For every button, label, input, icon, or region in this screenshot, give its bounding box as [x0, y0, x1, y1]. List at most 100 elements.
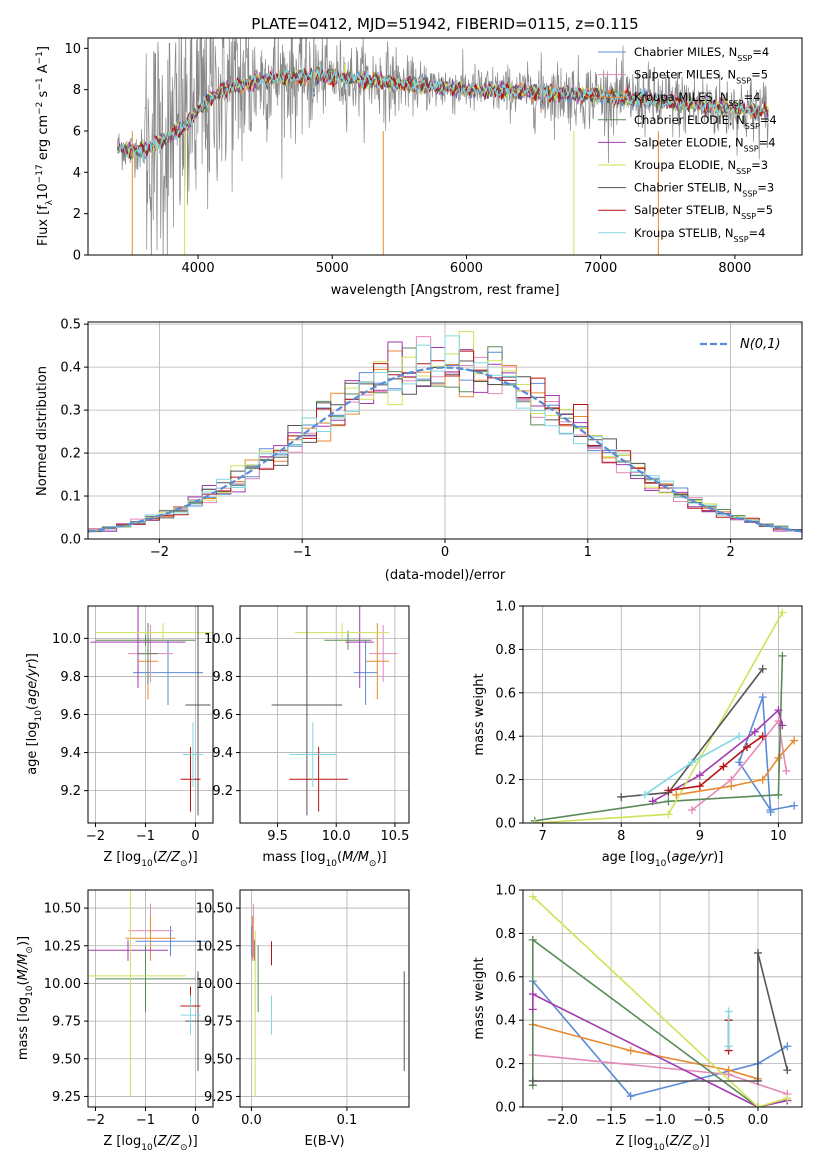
label-part: )] — [713, 850, 723, 865]
y-tick-label: 10.50 — [196, 902, 233, 917]
y-tick-label: 8 — [73, 83, 81, 98]
legend-suffix: =3 — [751, 158, 768, 172]
y-tick-label: 0.3 — [60, 404, 81, 419]
plot-weight_vs_Z: −2.0 −1.5 −1.0 −0.5 0.0 0.0 0.2 0.4 0.6 0.8 1.0 Z [… — [472, 884, 803, 1153]
y-axis-label: age [log10(age/yr)] — [25, 653, 44, 775]
legend-text: Chabrier STELIB, N — [634, 181, 742, 195]
legend-suffix: =5 — [756, 203, 773, 217]
weight-marker-chab_stelib — [753, 1076, 762, 1085]
x-axis-label: Z [log10(Z/Z⊙)] — [103, 850, 197, 869]
axes-frame — [87, 889, 214, 1108]
weight-marker-chab_stelib — [783, 1066, 792, 1075]
y-tick-label: 2 — [73, 207, 81, 222]
label-part: ⊙ — [180, 1143, 188, 1153]
x-axis-label: Z [log10(Z/Z⊙)] — [103, 1134, 197, 1153]
gridlines — [240, 606, 409, 823]
label-part: age [log — [602, 850, 655, 865]
y-axis-label: mass weight — [472, 673, 487, 755]
label-part: )] — [25, 653, 40, 663]
y-tick-label: 9.6 — [60, 708, 81, 723]
weight-marker-salp_stelib — [695, 782, 704, 791]
label-part: ⊙ — [692, 1143, 700, 1153]
label-part: ⊙ — [369, 859, 377, 869]
weight-marker-krou_stelib — [724, 1007, 733, 1016]
weight-marker-chab_elodie — [664, 797, 673, 806]
y-tick-label: 0.4 — [60, 361, 81, 376]
label-part: 10 — [34, 710, 44, 722]
weight-marker-krou_miles — [724, 1066, 733, 1075]
model-spectrum-krou_stelib — [117, 64, 769, 163]
label-part: erg cm — [36, 115, 51, 164]
weight-marker-chab_stelib — [753, 948, 762, 957]
x-tick-label: −1.0 — [644, 1113, 676, 1128]
y-tick-label: 0.4 — [495, 730, 516, 745]
y-tick-label: 10.25 — [44, 939, 81, 954]
label-part: 10 — [25, 985, 35, 997]
legend-text: Kroupa STELIB, N — [634, 226, 734, 240]
weight-marker-krou_miles — [790, 736, 799, 745]
x-tick-label: −2 — [86, 829, 105, 844]
y-tick-label: 0.8 — [495, 927, 516, 942]
label-part: ⊙ — [180, 859, 188, 869]
plot-area — [90, 606, 213, 816]
weight-marker-salp_elodie — [528, 1005, 537, 1014]
plot-spectrum: 4000 5000 6000 7000 8000 0 2 4 6 8 10 Chabrier MILE… — [35, 37, 803, 298]
legend-suffix: =3 — [757, 181, 774, 195]
axes: 9.5 10.0 10.5 9.2 9.4 9.6 9.8 10.0 — [204, 605, 410, 844]
x-tick-label: 0.0 — [241, 1113, 262, 1128]
legend-text: Salpeter MILES, N — [634, 68, 736, 82]
label-part: ( — [337, 850, 342, 865]
x-tick-label: 0.0 — [748, 1113, 769, 1128]
label-part: ( — [16, 980, 31, 985]
legend-suffix: =4 — [749, 226, 766, 240]
legend-suffix: =5 — [751, 68, 768, 82]
label-part: λ — [45, 199, 55, 205]
label-part: Z/Z — [157, 1134, 181, 1149]
x-tick-label: −1 — [136, 829, 155, 844]
x-tick-label: 10.5 — [380, 829, 409, 844]
x-tick-label: 0 — [441, 545, 449, 560]
label-part: −17 — [35, 164, 45, 183]
x-tick-label: 0 — [191, 829, 199, 844]
figure-title: PLATE=0412, MJD=51942, FIBERID=0115, z=0… — [251, 15, 638, 33]
label-part: age/yr — [671, 850, 714, 865]
weight-marker-salp_miles — [782, 766, 791, 775]
weight-marker-krou_elodie — [778, 608, 787, 617]
label-part: ( — [153, 1134, 158, 1149]
axes: −2 −1 0 1 2 0.0 0.1 0.2 0.3 0.4 0.5 — [60, 318, 803, 560]
label-part: age [log — [25, 722, 40, 775]
y-tick-label: 0.0 — [495, 1101, 516, 1116]
label-part: M/M — [16, 954, 31, 981]
label-part: )] — [16, 936, 31, 946]
residual-legend: N(0,1) — [700, 337, 781, 352]
label-part: −1 — [35, 77, 45, 90]
weight-marker-chab_stelib — [758, 664, 767, 673]
label-part: mass [log — [16, 997, 31, 1060]
label-part: −2 — [35, 102, 45, 115]
x-tick-label: −0.5 — [693, 1113, 725, 1128]
x-tick-label: 5000 — [316, 261, 349, 276]
y-tick-label: 10.0 — [52, 632, 81, 647]
y-tick-label: 9.6 — [212, 708, 233, 723]
label-part: Z [log — [103, 1134, 141, 1149]
weight-marker-salp_elodie — [750, 727, 759, 736]
plot-area — [271, 606, 398, 816]
y-tick-label: 9.25 — [52, 1090, 81, 1105]
legend-label-normal: N(0,1) — [740, 337, 781, 352]
x-tick-label: −1.5 — [595, 1113, 627, 1128]
weight-marker-salp_elodie — [778, 721, 787, 730]
weight-marker-chab_miles — [626, 1092, 635, 1101]
weight-marker-chab_elodie — [528, 935, 537, 944]
weight-marker-krou_elodie — [664, 810, 673, 819]
weight-marker-krou_elodie — [530, 819, 539, 823]
legend-sub: SSP — [744, 144, 759, 153]
x-tick-label: 10 — [770, 829, 787, 844]
y-tick-label: 0.4 — [495, 1014, 516, 1029]
axes-frame — [87, 37, 803, 256]
x-tick-label: 4000 — [182, 261, 215, 276]
legend-text: Salpeter ELODIE, N — [634, 135, 744, 149]
y-axis-label: mass weight — [472, 957, 487, 1039]
